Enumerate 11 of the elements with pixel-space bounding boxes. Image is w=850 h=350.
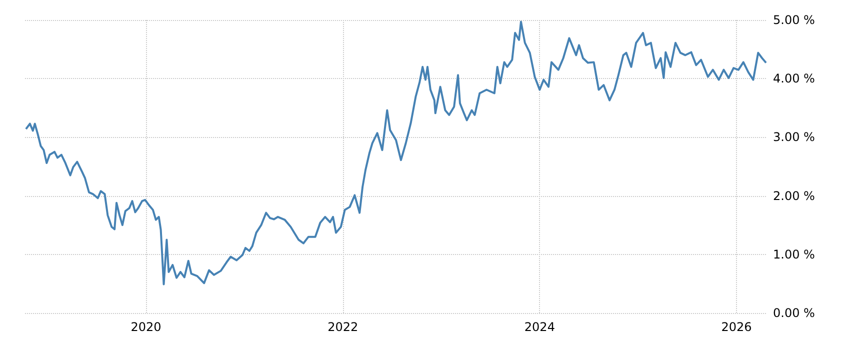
y-tick-label: 4.00 % bbox=[773, 72, 815, 86]
x-tick-label: 2026 bbox=[721, 320, 752, 334]
x-tick-label: 2020 bbox=[130, 320, 162, 334]
y-tick-label: 2.00 % bbox=[773, 188, 815, 203]
line-series bbox=[24, 20, 768, 286]
x-tick-label: 2024 bbox=[524, 320, 555, 334]
y-tick-label: 0.00 % bbox=[773, 306, 815, 320]
y-tick-label: 5.00 % bbox=[773, 13, 815, 27]
y-tick-label: 3.00 % bbox=[773, 130, 815, 144]
x-tick-label: 2022 bbox=[328, 320, 358, 334]
y-tick-label: 1.00 % bbox=[773, 247, 815, 262]
